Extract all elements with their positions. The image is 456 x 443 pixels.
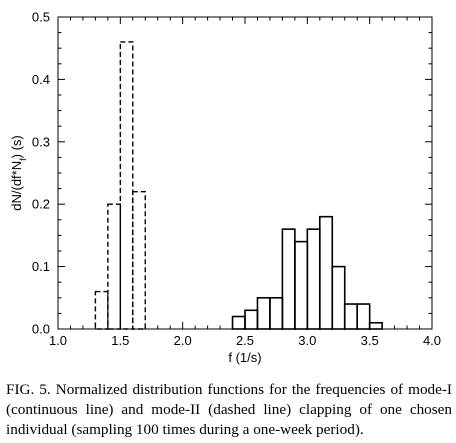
mode-i-bar-0 <box>231 315 246 330</box>
x-tick-label: 1.5 <box>111 333 129 348</box>
mode-i-bar-3 <box>269 296 284 330</box>
x-tick-label: 2.0 <box>174 333 192 348</box>
mode-i-bar-2 <box>256 296 271 330</box>
y-tick-label: 0.0 <box>32 322 50 337</box>
x-tick-label: 3.5 <box>361 333 379 348</box>
mode-i-bar-11 <box>368 321 383 330</box>
mode-i-bar-8 <box>331 265 346 330</box>
x-tick-label: 3.0 <box>298 333 316 348</box>
x-axis-label: f (1/s) <box>228 350 261 365</box>
histogram-chart: 1.0 1.5 2.0 2.5 3.0 3.5 4.00.00.10.20.30.40.5 … <box>9 10 441 366</box>
y-axis-label-unit: ) (s) <box>9 135 24 158</box>
mode-ii-bar-0 <box>94 290 109 330</box>
mode-i-bar-1 <box>244 309 259 330</box>
mode-ii-bar-2 <box>119 41 134 330</box>
y-tick-label: 0.3 <box>32 134 50 149</box>
mode-i-bar-9 <box>343 303 359 330</box>
mode-i-bar-7 <box>318 215 334 330</box>
mode-ii-bar-1 <box>107 203 122 330</box>
y-axis-label: dN/(df*Nf) (s) <box>9 135 28 210</box>
mode-ii-bars <box>94 41 146 330</box>
mode-i-bar-10 <box>356 303 371 330</box>
y-axis-label-main: dN/(df*N <box>9 161 24 211</box>
y-tick-label: 0.2 <box>32 197 50 212</box>
x-tick-label: 2.5 <box>236 333 254 348</box>
y-tick-label: 0.4 <box>32 72 50 87</box>
plot-frame <box>57 16 433 330</box>
figure-caption: FIG. 5. Normalized distribution function… <box>6 381 452 438</box>
mode-i-bars <box>231 215 383 330</box>
mode-ii-bar-3 <box>132 191 146 330</box>
axis-ticks <box>57 16 433 330</box>
y-tick-label: 0.1 <box>32 259 50 274</box>
y-axis-label-subscript: f <box>18 158 28 161</box>
mode-i-bar-4 <box>281 228 296 330</box>
mode-i-bar-6 <box>306 228 321 330</box>
y-tick-label: 0.5 <box>32 10 50 25</box>
tick-labels: 1.0 1.5 2.0 2.5 3.0 3.5 4.0 0.0 0.1 0.2 0.3 0.4 0.5 <box>32 10 441 349</box>
mode-i-bar-5 <box>294 240 309 330</box>
x-tick-label: 4.0 <box>423 333 441 348</box>
x-tick-label: 1.0 <box>49 333 67 348</box>
